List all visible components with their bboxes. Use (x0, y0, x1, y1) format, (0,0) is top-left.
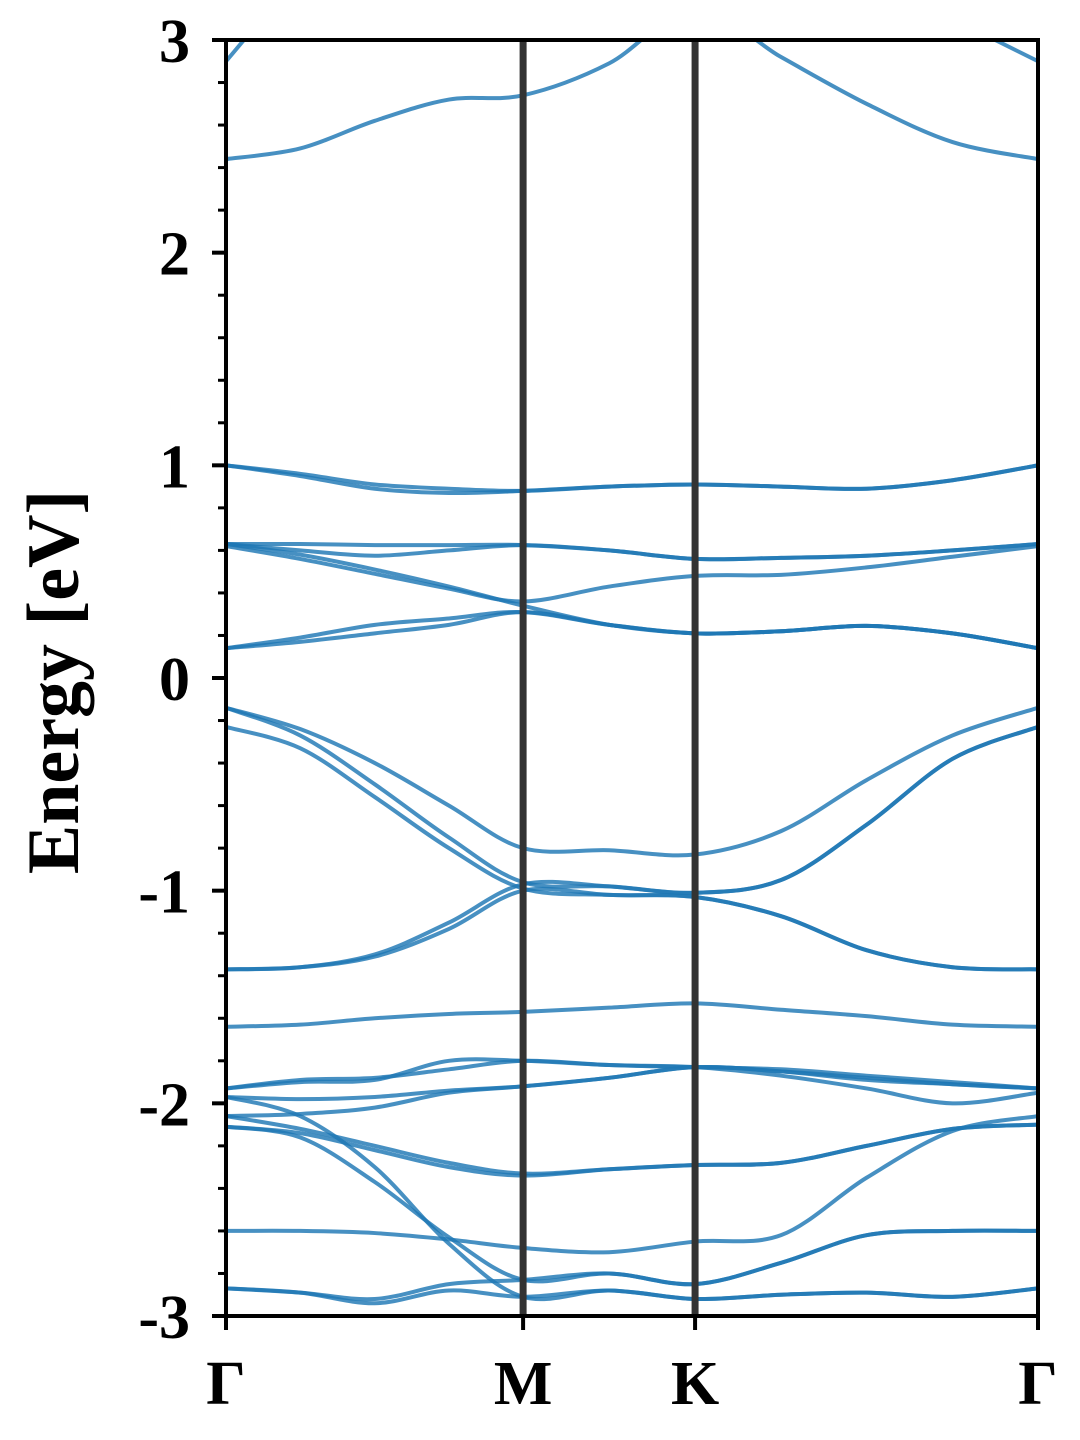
band-line-11 (226, 705, 1038, 895)
band-line-0 (226, 40, 1038, 64)
y-tick-label: -1 (138, 859, 190, 927)
band-line-21 (226, 1124, 1038, 1287)
band-line-23 (226, 1122, 1038, 1178)
band-line-9 (226, 609, 1038, 651)
y-tick-label: 3 (159, 8, 190, 76)
bands (226, 40, 1038, 1306)
symmetry-lines (519, 40, 699, 1316)
band-line-15 (226, 1001, 1038, 1029)
x-tick-label: M (494, 1350, 553, 1418)
band-line-19 (226, 1064, 1038, 1119)
band-line-10 (226, 705, 1038, 858)
y-tick-label: 1 (159, 433, 190, 501)
band-line-6 (226, 544, 1038, 604)
x-tick-label: Γ (1018, 1350, 1057, 1418)
band-line-26 (226, 1286, 1038, 1306)
y-axis-label: Energy [eV] (13, 490, 95, 874)
y-tick-label: -3 (138, 1284, 190, 1352)
band-line-1 (226, 40, 1038, 162)
y-tick-label: 2 (159, 221, 190, 289)
plot-frame (224, 38, 1040, 1318)
band-line-5 (226, 542, 1038, 562)
y-tick-label: 0 (159, 646, 190, 714)
band-line-17 (226, 1058, 1038, 1106)
x-tick-label: Γ (206, 1350, 245, 1418)
band-line-14 (226, 725, 1038, 972)
x-tick-label: K (671, 1350, 719, 1418)
band-line-20 (226, 1095, 1038, 1302)
band-line-13 (226, 886, 1038, 972)
band-line-24 (226, 1114, 1038, 1255)
y-axis: -3 -2 -1 0 1 2 3 (138, 8, 226, 1352)
band-line-25 (226, 1228, 1038, 1302)
band-line-3 (226, 463, 1038, 496)
y-tick-label: -2 (138, 1071, 190, 1139)
